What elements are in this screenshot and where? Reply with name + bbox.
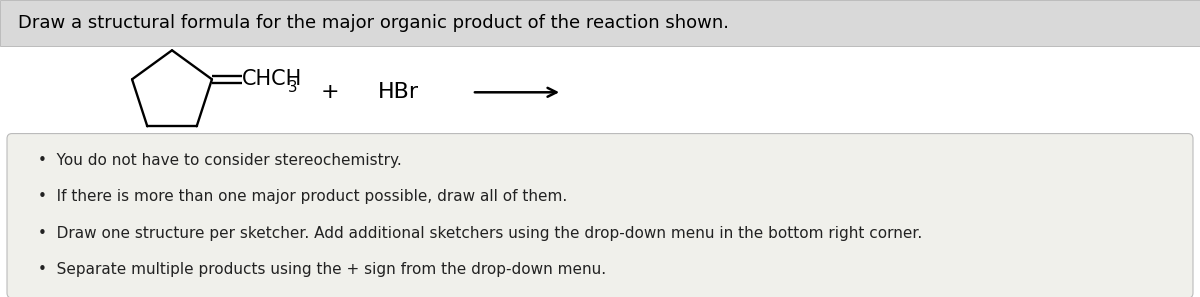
Text: •  Separate multiple products using the + sign from the drop-down menu.: • Separate multiple products using the +…	[38, 262, 606, 277]
Text: +: +	[320, 82, 340, 102]
Text: •  If there is more than one major product possible, draw all of them.: • If there is more than one major produc…	[38, 189, 568, 204]
Text: 3: 3	[288, 80, 298, 95]
Text: HBr: HBr	[378, 82, 419, 102]
Text: •  Draw one structure per sketcher. Add additional sketchers using the drop-down: • Draw one structure per sketcher. Add a…	[38, 226, 923, 241]
FancyBboxPatch shape	[7, 134, 1193, 297]
Text: •  You do not have to consider stereochemistry.: • You do not have to consider stereochem…	[38, 153, 402, 168]
Text: Draw a structural formula for the major organic product of the reaction shown.: Draw a structural formula for the major …	[18, 14, 730, 32]
FancyBboxPatch shape	[0, 0, 1200, 46]
Text: CHCH: CHCH	[242, 69, 302, 89]
